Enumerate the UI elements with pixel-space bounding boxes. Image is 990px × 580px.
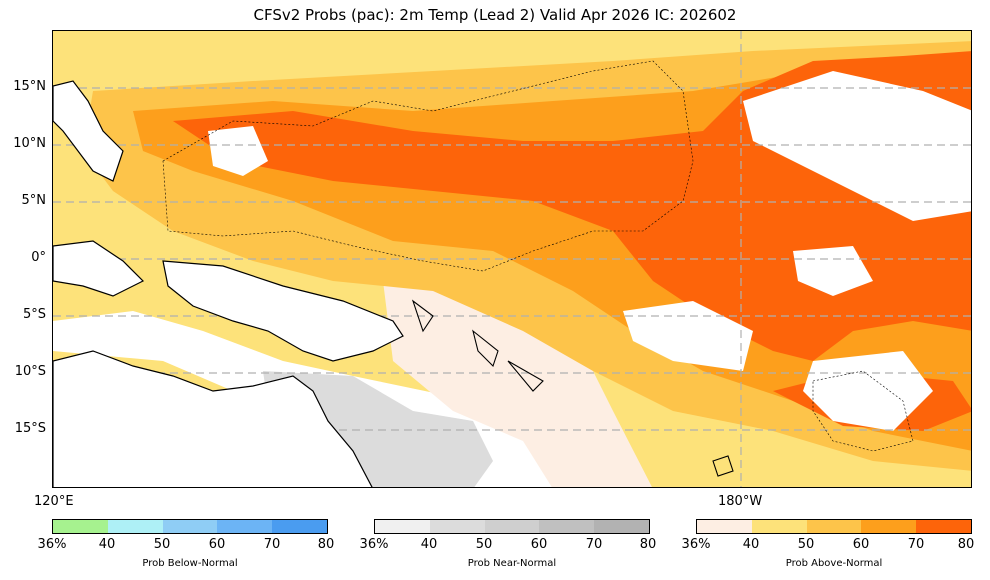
no-signal-patch-4 [803,351,933,431]
lon-label-180w: 180°W [718,494,763,509]
colorbar-swatch [217,520,273,533]
lat-label-10n: 10°N [13,136,46,151]
colorbar-tick: 50 [475,537,493,552]
colorbar-tick: 70 [585,537,603,552]
colorbar-swatch [594,520,649,533]
lat-label-15n: 15°N [13,79,46,94]
colorbar-tick: 80 [317,537,335,552]
colorbar-tick: 70 [263,537,281,552]
colorbar-tick: 60 [852,537,870,552]
colorbar-swatch [861,520,917,533]
colorbar-tick: 60 [530,537,548,552]
no-signal-central-pacific [743,71,971,221]
colorbar-swatch [162,520,218,533]
colorbar-swatch [916,520,971,533]
colorbar-near-normal [374,519,650,534]
colorbar-swatch [484,520,540,533]
colorbar-swatch [751,520,807,533]
colorbar-swatch [697,520,752,533]
colorbar-swatch [539,520,595,533]
lat-label-5n: 5°N [21,193,47,208]
lat-label-10s: 10°S [14,364,46,379]
lon-label-120e: 120°E [34,494,74,509]
colorbar-tick: 70 [907,537,925,552]
eez-boundaries [162,60,914,452]
colorbar-tick: 60 [208,537,226,552]
philippines-coast [53,80,124,182]
no-signal-patch-2 [623,301,753,371]
lat-label-5s: 5°S [22,307,46,322]
australia-coast [53,350,373,487]
no-signal-patch-1 [208,126,268,176]
lat-grid-lines [53,87,971,431]
colorbar-label: Prob Below-Normal [142,558,238,569]
probability-map [52,30,972,488]
colorbar-above-normal [696,519,972,534]
colorbar-swatch [107,520,163,533]
colorbar-tick: 50 [797,537,815,552]
colorbar-tick: 40 [742,537,760,552]
colorbar-tick: 80 [639,537,657,552]
colorbar-swatch [375,520,430,533]
new-guinea-coast [162,260,404,362]
coastlines [53,80,404,487]
lat-label-eq: 0° [31,250,46,265]
colorbar-label: Prob Above-Normal [785,558,883,569]
map-title: CFSv2 Probs (pac): 2m Temp (Lead 2) Vali… [253,6,737,24]
colorbar-swatch [272,520,327,533]
colorbar-tick: 40 [98,537,116,552]
colorbar-swatch [53,520,108,533]
indonesia-coast [53,240,145,297]
above-normal-36-40-region [383,281,652,487]
colorbar-below-normal [52,519,328,534]
colorbar-label: Prob Near-Normal [467,558,557,569]
map-canvas [53,31,971,487]
colorbar-tick: 80 [957,537,975,552]
colorbar-tick: 36% [681,537,711,552]
colorbar-tick: 36% [359,537,389,552]
colorbar-tick: 40 [420,537,438,552]
colorbar-tick: 36% [37,537,67,552]
small-islands [411,299,734,477]
colorbar-tick: 50 [153,537,171,552]
colorbar-swatch [806,520,862,533]
lat-label-15s: 15°S [14,421,46,436]
colorbar-swatch [429,520,485,533]
